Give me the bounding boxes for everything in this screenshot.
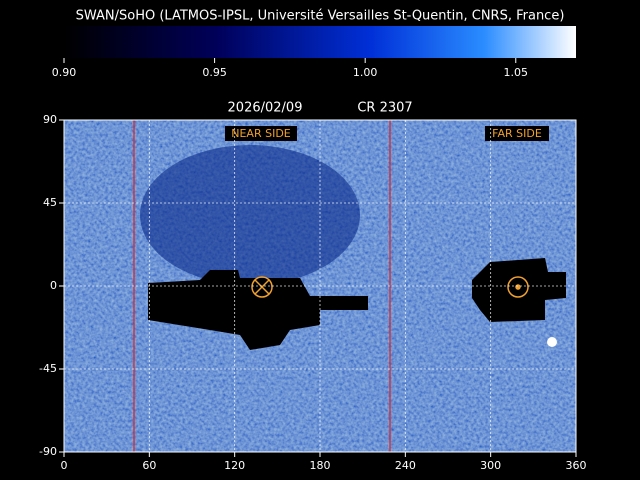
colorbar-tick-label: 0.95 <box>202 66 227 79</box>
far-side-label: FAR SIDE <box>492 127 542 140</box>
colorbar-tick-label: 1.05 <box>504 66 529 79</box>
carrington-rotation: CR 2307 <box>357 101 412 116</box>
title: SWAN/SoHO (LATMOS-IPSL, Université Versa… <box>76 9 565 24</box>
dark-region <box>140 145 360 285</box>
colorbar-tick-label: 1.00 <box>353 66 378 79</box>
x-tick-label: 0 <box>61 459 68 472</box>
far-side-mask <box>472 258 566 322</box>
x-tick-label: 360 <box>566 459 587 472</box>
x-tick-label: 180 <box>310 459 331 472</box>
date: 2026/02/09 <box>228 101 303 116</box>
x-tick-label: 300 <box>480 459 501 472</box>
near-side-box <box>225 126 297 141</box>
y-tick-label: -45 <box>39 362 57 375</box>
colorbar-tick-label: 0.90 <box>52 66 77 79</box>
bright-spot <box>547 337 557 347</box>
y-tick-label: 0 <box>50 279 57 292</box>
x-tick-label: 60 <box>142 459 156 472</box>
y-tick-label: 45 <box>43 196 57 209</box>
colorbar <box>64 26 576 58</box>
y-tick-label: -90 <box>39 445 57 458</box>
near-side-mask <box>148 270 368 350</box>
x-tick-label: 240 <box>395 459 416 472</box>
near-side-label: NEAR SIDE <box>231 127 291 140</box>
y-tick-label: 90 <box>43 113 57 126</box>
x-tick-label: 120 <box>224 459 245 472</box>
sun-marker <box>251 276 273 298</box>
far-side-box <box>485 126 549 141</box>
